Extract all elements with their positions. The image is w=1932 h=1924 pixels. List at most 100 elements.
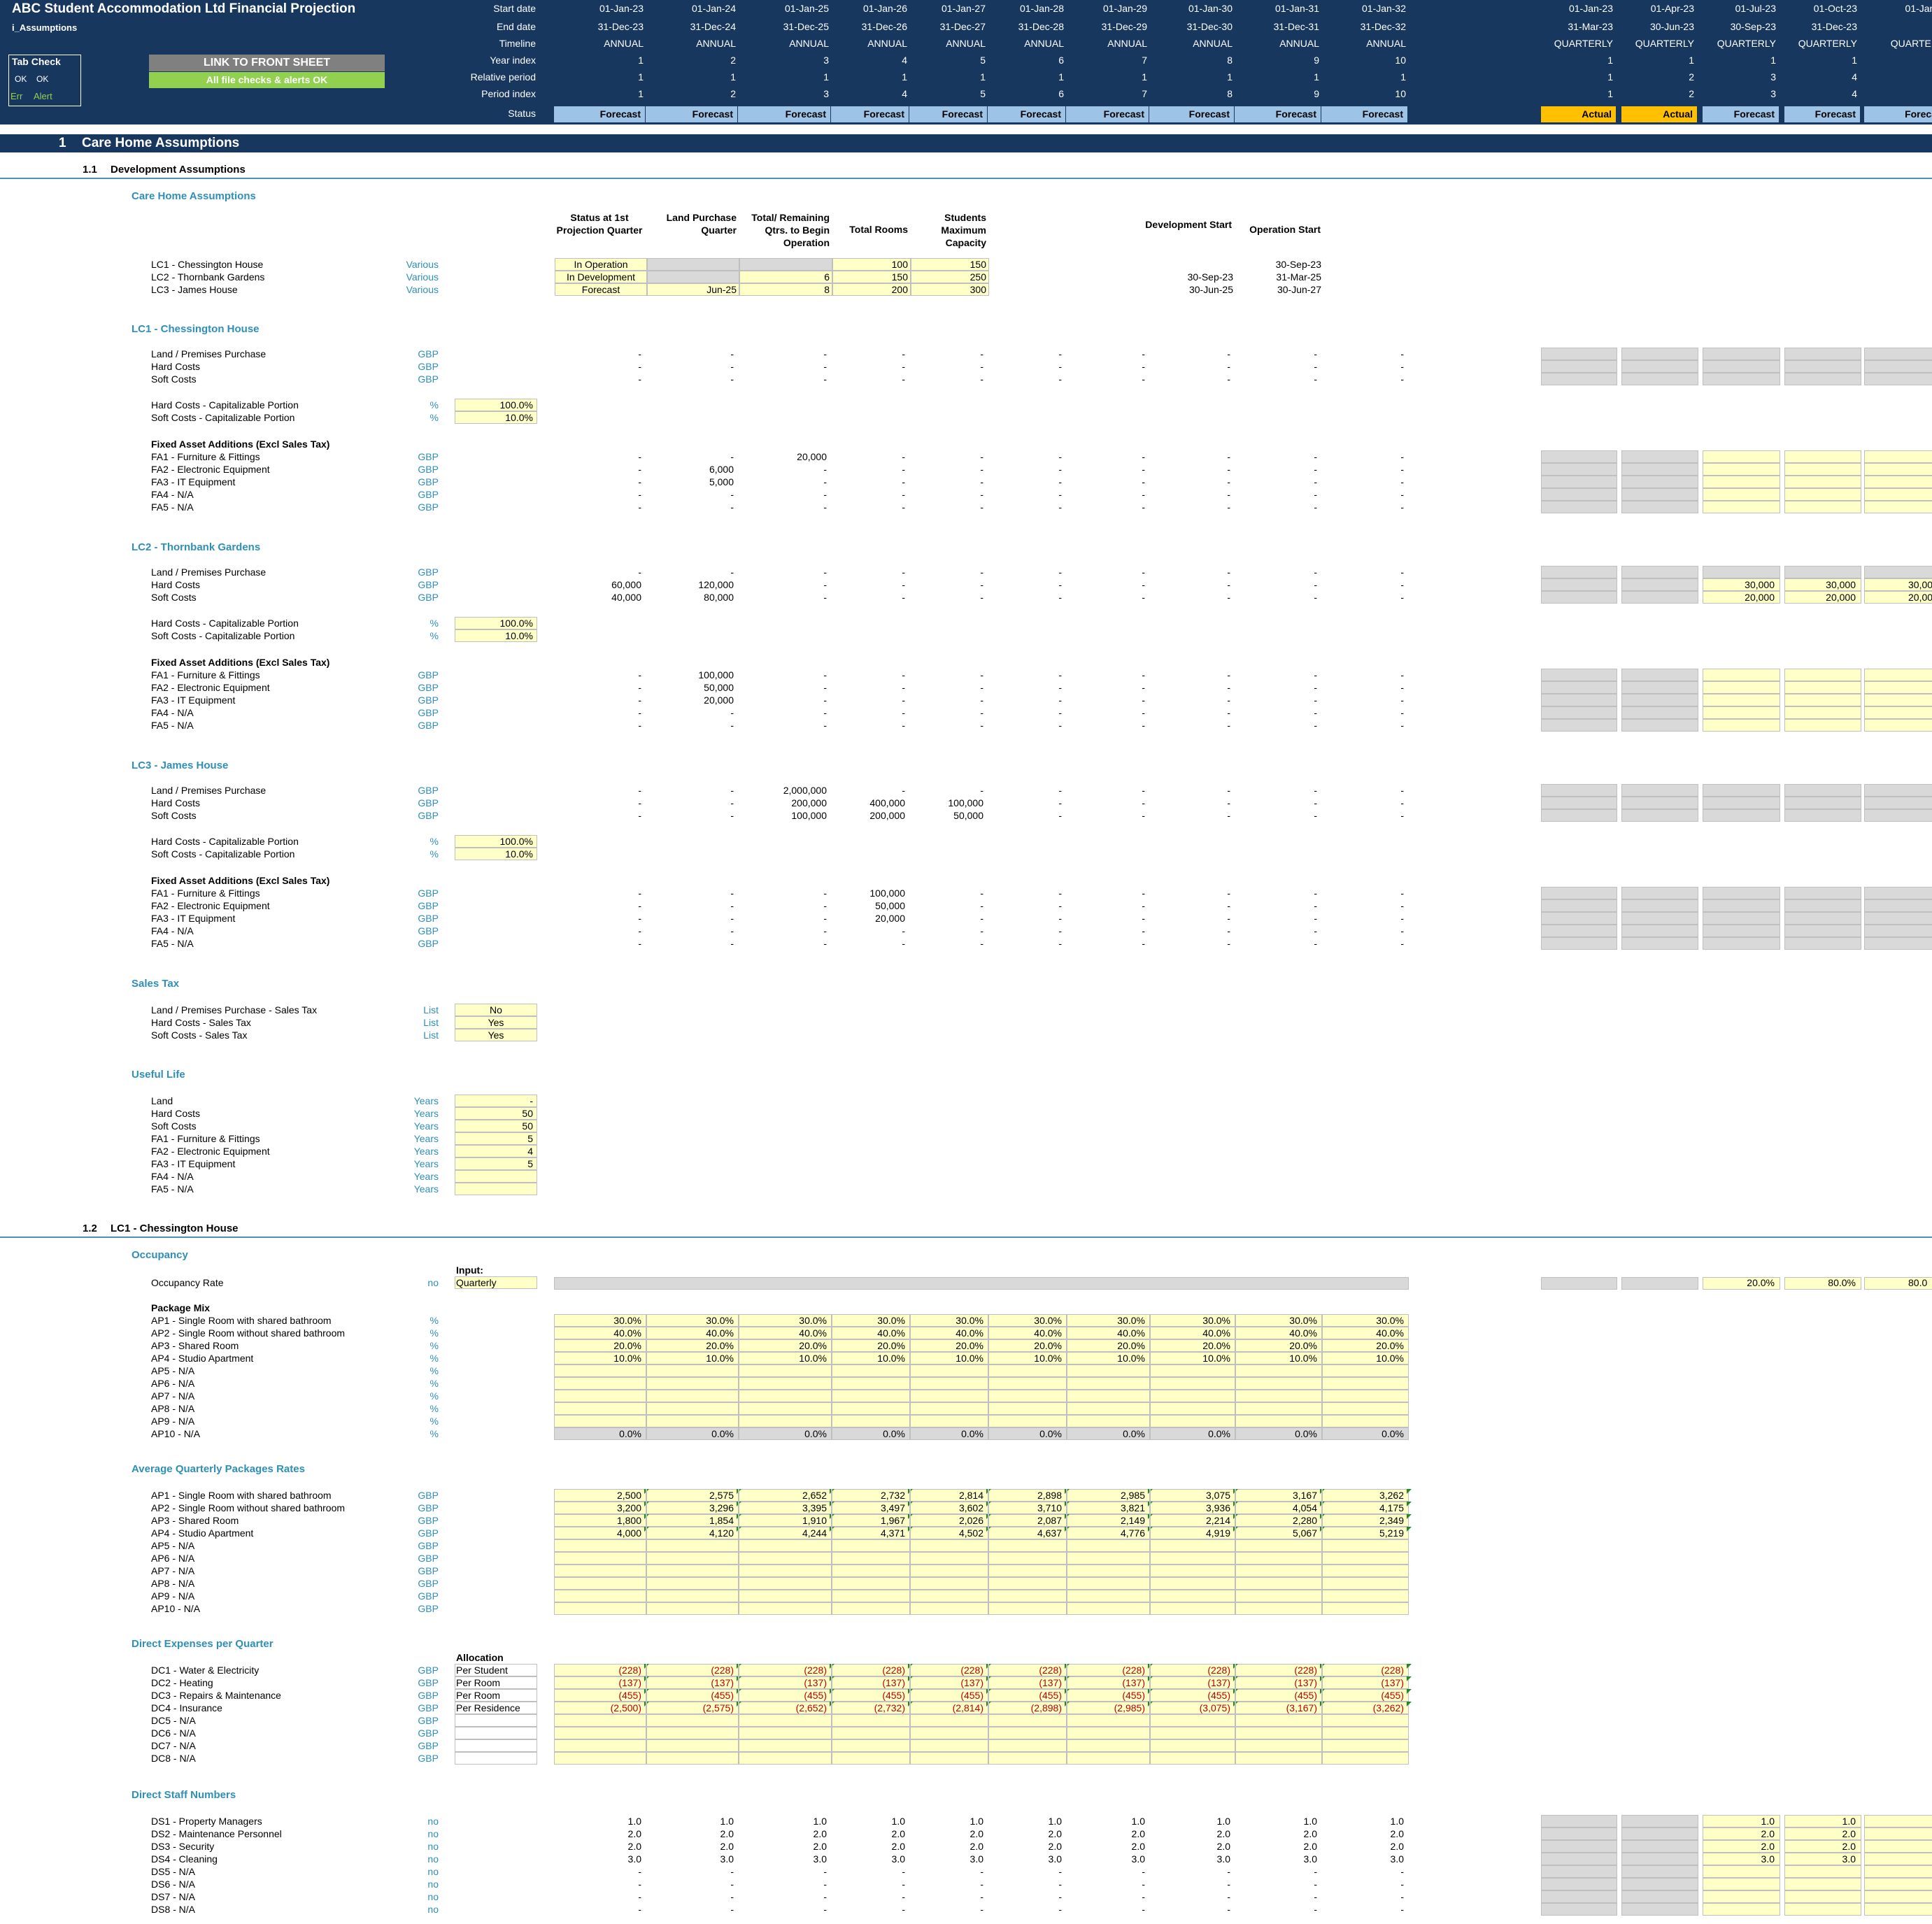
- quarter-cell[interactable]: [1864, 1853, 1932, 1865]
- quarter-cell[interactable]: [1703, 1853, 1780, 1865]
- quarter-cell[interactable]: [1703, 719, 1780, 732]
- quarter-cell[interactable]: [1864, 578, 1932, 591]
- capitalizable-input[interactable]: [455, 399, 537, 411]
- direct-expense-row[interactable]: [554, 1739, 1409, 1752]
- package-mix-row[interactable]: [554, 1314, 1409, 1327]
- useful-life-input[interactable]: [455, 1145, 537, 1157]
- quarter-cell[interactable]: [1703, 501, 1780, 513]
- quarter-cell[interactable]: [1864, 1840, 1932, 1853]
- quarter-cell[interactable]: [1784, 1878, 1861, 1890]
- quarter-cell[interactable]: [1703, 1815, 1780, 1827]
- package-mix-row[interactable]: [554, 1339, 1409, 1352]
- quarter-cell[interactable]: [1703, 476, 1780, 488]
- package-mix-row[interactable]: [554, 1364, 1409, 1377]
- quarter-cell[interactable]: [1703, 1903, 1780, 1916]
- rates-row[interactable]: [554, 1502, 1409, 1514]
- quarter-cell[interactable]: [1703, 1827, 1780, 1840]
- allocation-dropdown[interactable]: [455, 1676, 537, 1689]
- quarter-cell[interactable]: [1784, 1865, 1861, 1878]
- quarter-cell[interactable]: [1703, 578, 1780, 591]
- quarter-cell[interactable]: [1784, 488, 1861, 501]
- useful-life-input[interactable]: [455, 1107, 537, 1120]
- quarter-cell[interactable]: [1784, 1853, 1861, 1865]
- allocation-dropdown[interactable]: [455, 1714, 537, 1727]
- capacity-input[interactable]: [911, 258, 989, 271]
- quarter-cell[interactable]: [1784, 463, 1861, 476]
- package-mix-row[interactable]: [554, 1415, 1409, 1427]
- quarter-cell[interactable]: [1864, 669, 1932, 681]
- direct-expense-row[interactable]: [554, 1714, 1409, 1727]
- quarter-cell[interactable]: [1703, 681, 1780, 694]
- package-mix-row[interactable]: [554, 1402, 1409, 1415]
- rates-row[interactable]: [554, 1514, 1409, 1527]
- quarter-cell[interactable]: [1784, 501, 1861, 513]
- quarter-cell[interactable]: [1864, 706, 1932, 719]
- quarter-cell[interactable]: [1784, 706, 1861, 719]
- quarter-cell[interactable]: [1864, 488, 1932, 501]
- qtrs-input[interactable]: [739, 271, 832, 283]
- quarter-cell[interactable]: [1864, 1277, 1932, 1290]
- capitalizable-input[interactable]: [455, 617, 537, 629]
- quarter-cell[interactable]: [1703, 450, 1780, 463]
- useful-life-input[interactable]: [455, 1120, 537, 1132]
- quarter-cell[interactable]: [1864, 681, 1932, 694]
- direct-expense-row[interactable]: [554, 1702, 1409, 1714]
- quarter-cell[interactable]: [1784, 1815, 1861, 1827]
- quarter-cell[interactable]: [1784, 1903, 1861, 1916]
- quarter-cell[interactable]: [1864, 1815, 1932, 1827]
- capitalizable-input[interactable]: [455, 411, 537, 424]
- quarter-cell[interactable]: [1703, 463, 1780, 476]
- status-input[interactable]: [555, 258, 647, 271]
- quarter-cell[interactable]: [1864, 450, 1932, 463]
- qtrs-input[interactable]: [739, 283, 832, 296]
- quarter-cell[interactable]: [1784, 669, 1861, 681]
- package-mix-row[interactable]: [554, 1327, 1409, 1339]
- allocation-dropdown[interactable]: [455, 1752, 537, 1765]
- quarter-cell[interactable]: [1784, 681, 1861, 694]
- capitalizable-input[interactable]: [455, 629, 537, 642]
- quarter-cell[interactable]: [1703, 669, 1780, 681]
- occupancy-input-type[interactable]: [455, 1276, 537, 1289]
- quarter-cell[interactable]: [1784, 719, 1861, 732]
- allocation-dropdown[interactable]: [455, 1727, 537, 1739]
- quarter-cell[interactable]: [1864, 591, 1932, 604]
- quarter-cell[interactable]: [1703, 706, 1780, 719]
- rates-row[interactable]: [554, 1539, 1409, 1552]
- direct-expense-row[interactable]: [554, 1727, 1409, 1739]
- package-mix-row[interactable]: [554, 1377, 1409, 1390]
- quarter-cell[interactable]: [1784, 1890, 1861, 1903]
- quarter-cell[interactable]: [1703, 591, 1780, 604]
- quarter-cell[interactable]: [1703, 1865, 1780, 1878]
- quarter-cell[interactable]: [1864, 1878, 1932, 1890]
- quarter-cell[interactable]: [1864, 476, 1932, 488]
- allocation-dropdown[interactable]: [455, 1664, 537, 1676]
- useful-life-input[interactable]: [455, 1170, 537, 1183]
- rooms-input[interactable]: [832, 271, 911, 283]
- quarter-cell[interactable]: [1784, 1827, 1861, 1840]
- quarter-cell[interactable]: [1703, 1878, 1780, 1890]
- quarter-cell[interactable]: [1864, 463, 1932, 476]
- quarter-cell[interactable]: [1784, 694, 1861, 706]
- capitalizable-input[interactable]: [455, 848, 537, 860]
- quarter-cell[interactable]: [1864, 1903, 1932, 1916]
- rates-row[interactable]: [554, 1565, 1409, 1577]
- quarter-cell[interactable]: [1703, 1277, 1780, 1290]
- rates-row[interactable]: [554, 1552, 1409, 1565]
- useful-life-input[interactable]: [455, 1183, 537, 1195]
- quarter-cell[interactable]: [1864, 501, 1932, 513]
- capacity-input[interactable]: [911, 283, 989, 296]
- quarter-cell[interactable]: [1703, 694, 1780, 706]
- rates-row[interactable]: [554, 1590, 1409, 1602]
- rates-row[interactable]: [554, 1527, 1409, 1539]
- quarter-cell[interactable]: [1864, 1890, 1932, 1903]
- quarter-cell[interactable]: [1864, 1827, 1932, 1840]
- direct-expense-row[interactable]: [554, 1752, 1409, 1765]
- rates-row[interactable]: [554, 1602, 1409, 1615]
- quarter-cell[interactable]: [1703, 1840, 1780, 1853]
- quarter-cell[interactable]: [1784, 578, 1861, 591]
- sales-tax-dropdown[interactable]: [455, 1016, 537, 1029]
- link-front-sheet-button[interactable]: LINK TO FRONT SHEET: [149, 55, 385, 71]
- quarter-cell[interactable]: [1784, 450, 1861, 463]
- rooms-input[interactable]: [832, 283, 911, 296]
- quarter-cell[interactable]: [1703, 488, 1780, 501]
